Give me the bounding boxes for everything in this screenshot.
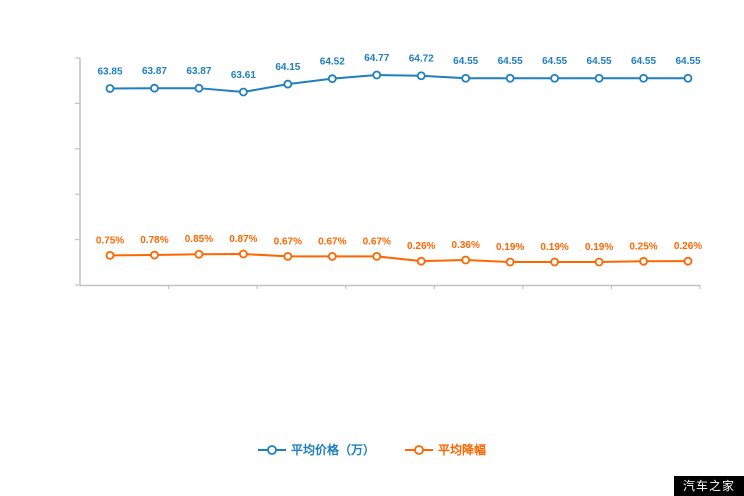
data-point[interactable]	[372, 251, 382, 261]
data-point[interactable]	[372, 70, 382, 80]
data-label: 64.55	[587, 56, 612, 67]
data-label: 64.72	[409, 54, 434, 65]
legend-label-price: 平均价格（万）	[290, 443, 375, 457]
data-point[interactable]	[594, 73, 604, 83]
data-label: 0.67%	[363, 236, 391, 247]
data-point[interactable]	[150, 83, 159, 93]
data-label: 0.19%	[496, 242, 524, 253]
data-point[interactable]	[194, 249, 204, 259]
data-label: 64.55	[542, 56, 567, 67]
data-point[interactable]	[105, 84, 115, 93]
data-label: 0.78%	[140, 235, 168, 246]
data-label: 64.52	[320, 57, 345, 68]
data-point[interactable]	[327, 74, 337, 84]
data-label: 63.87	[142, 66, 167, 77]
data-point[interactable]	[416, 256, 426, 266]
legend-label-discount: 平均降幅	[438, 443, 487, 457]
data-label: 0.19%	[540, 242, 568, 253]
data-point[interactable]	[550, 73, 560, 83]
data-label: 64.15	[275, 62, 300, 73]
data-label: 64.77	[364, 53, 389, 64]
data-label: 0.67%	[274, 236, 302, 247]
data-label: 64.55	[498, 56, 523, 67]
data-label: 0.85%	[185, 234, 213, 245]
chart-legend: 平均价格（万） 平均降幅	[0, 441, 744, 458]
data-label: 63.87	[186, 66, 211, 77]
data-label: 0.25%	[629, 241, 657, 252]
data-point[interactable]	[150, 250, 159, 260]
data-label: 63.61	[231, 70, 256, 81]
data-point[interactable]	[238, 87, 248, 97]
data-label: 64.55	[453, 56, 478, 67]
data-label: 64.55	[631, 56, 656, 67]
data-point[interactable]	[327, 251, 337, 261]
autohome-watermark: 汽车之家	[673, 476, 744, 496]
data-label: 0.67%	[318, 236, 346, 247]
series-line	[109, 252, 689, 263]
discount-series-marker-icon	[405, 444, 433, 455]
data-point[interactable]	[505, 73, 515, 83]
data-label: 63.85	[97, 66, 122, 77]
data-point[interactable]	[194, 83, 204, 93]
data-point[interactable]	[683, 73, 693, 83]
data-label: 0.75%	[96, 235, 124, 246]
data-point[interactable]	[639, 73, 648, 83]
data-label: 0.26%	[674, 241, 702, 252]
data-point[interactable]	[461, 73, 471, 83]
data-point[interactable]	[639, 256, 648, 266]
series-line	[109, 73, 688, 94]
data-label: 0.19%	[585, 242, 613, 253]
data-point[interactable]	[238, 249, 248, 259]
legend-item-price[interactable]: 平均价格（万）	[257, 441, 375, 458]
data-point[interactable]	[416, 71, 426, 81]
data-point[interactable]	[105, 251, 115, 260]
data-point[interactable]	[594, 257, 604, 267]
data-label: 0.26%	[407, 241, 435, 252]
data-point[interactable]	[550, 257, 560, 267]
data-point[interactable]	[505, 257, 515, 267]
data-label: 64.55	[675, 56, 700, 67]
data-point[interactable]	[683, 256, 693, 266]
data-point[interactable]	[461, 255, 471, 265]
legend-item-discount[interactable]: 平均降幅	[405, 441, 486, 458]
data-point[interactable]	[283, 251, 293, 261]
data-point[interactable]	[283, 79, 293, 89]
data-label: 0.36%	[452, 240, 480, 251]
data-label: 0.87%	[229, 234, 257, 245]
price-series-marker-icon	[257, 444, 286, 455]
